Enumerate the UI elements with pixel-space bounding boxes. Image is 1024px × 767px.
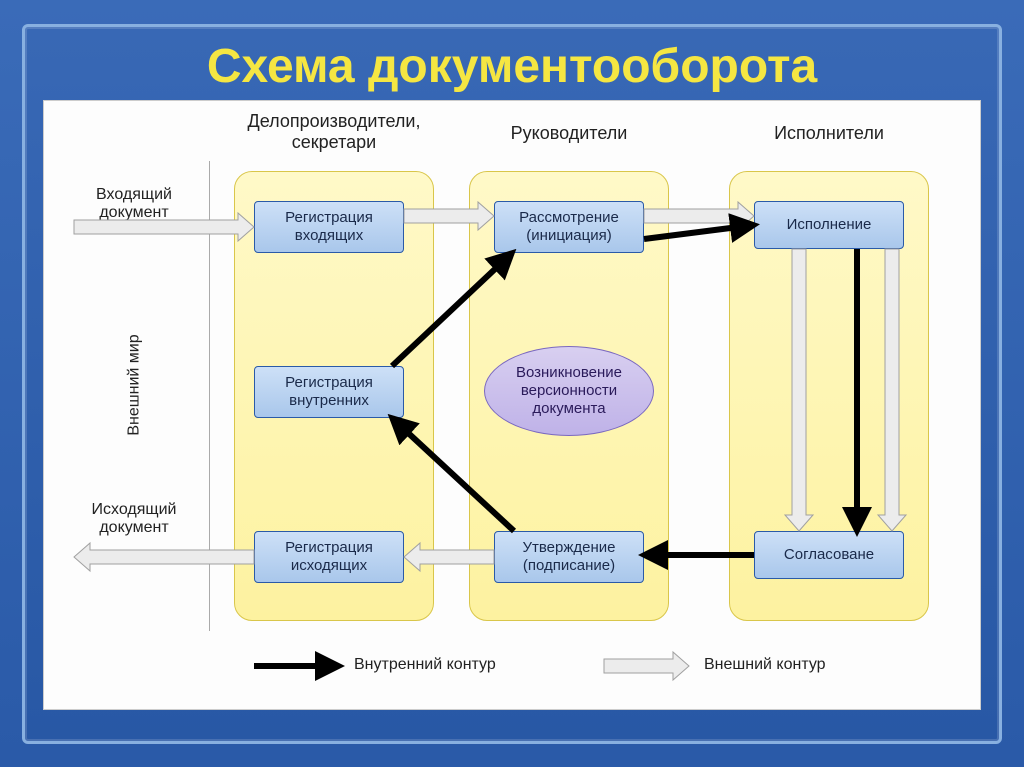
col-header-clerks: Делопроизводители, секретари xyxy=(234,111,434,153)
node-reg-internal: Регистрация внутренних xyxy=(254,366,404,418)
slide-title: Схема документооборота xyxy=(43,39,981,94)
diagram-panel: Делопроизводители, секретари Руководител… xyxy=(43,100,981,710)
node-versioning: Возникновение версионности документа xyxy=(484,346,654,436)
legend-internal-label: Внутренний контур xyxy=(354,656,496,674)
legend-arrow-gray xyxy=(604,652,689,680)
legend-external-label: Внешний контур xyxy=(704,656,826,674)
label-incoming: Входящий документ xyxy=(74,186,194,223)
node-reg-out: Регистрация исходящих xyxy=(254,531,404,583)
node-reg-in: Регистрация входящих xyxy=(254,201,404,253)
node-execute: Исполнение xyxy=(754,201,904,249)
slide-frame: Схема документооборота Делопроизводители… xyxy=(22,24,1002,744)
node-review: Рассмотрение (инициация) xyxy=(494,201,644,253)
gray-arrow-regout-to-out xyxy=(74,543,254,571)
label-external-world: Внешний мир xyxy=(126,334,144,435)
node-approve: Утверждение (подписание) xyxy=(494,531,644,583)
label-outgoing: Исходящий документ xyxy=(74,501,194,538)
col-header-managers: Руководители xyxy=(469,123,669,144)
lane-separator xyxy=(209,161,210,631)
col-header-executors: Исполнители xyxy=(729,123,929,144)
node-agree: Согласоване xyxy=(754,531,904,579)
